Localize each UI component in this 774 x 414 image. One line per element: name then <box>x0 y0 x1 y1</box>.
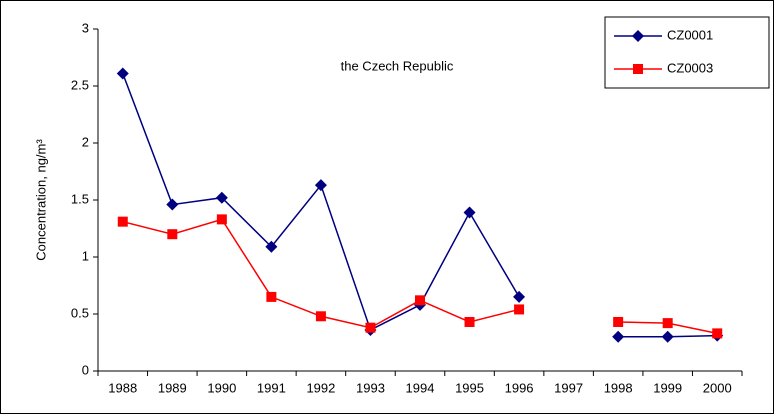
data-point <box>661 330 674 343</box>
data-point <box>463 206 476 219</box>
y-tick-label: 0 <box>82 362 89 377</box>
y-tick-label: 1 <box>82 248 89 263</box>
data-point <box>365 322 376 333</box>
legend-marker <box>633 64 643 74</box>
x-tick-label: 1993 <box>356 380 385 395</box>
legend-label: CZ0001 <box>667 27 713 42</box>
x-tick-label: 1996 <box>505 380 534 395</box>
y-tick-label: 2 <box>82 134 89 149</box>
legend-marker <box>632 30 644 42</box>
legend-box <box>604 16 770 89</box>
data-point <box>314 179 327 192</box>
data-point <box>117 216 128 227</box>
x-tick-label: 1989 <box>158 380 187 395</box>
y-axis-label: Concentration, ng/m³ <box>33 139 48 261</box>
data-point <box>514 304 525 315</box>
x-tick-label: 1999 <box>653 380 682 395</box>
data-point <box>613 316 624 327</box>
y-tick-label: 0.5 <box>71 305 89 320</box>
data-point <box>166 198 179 211</box>
legend-label: CZ0003 <box>667 60 713 75</box>
x-tick-label: 1991 <box>257 380 286 395</box>
data-point <box>513 290 526 303</box>
x-tick-label: 2000 <box>703 380 732 395</box>
y-tick-label: 2.5 <box>71 77 89 92</box>
data-point <box>215 191 228 204</box>
y-tick-label: 1.5 <box>71 191 89 206</box>
x-tick-label: 1998 <box>604 380 633 395</box>
x-tick-label: 1988 <box>108 380 137 395</box>
chart-title: the Czech Republic <box>341 58 454 73</box>
data-point <box>662 318 673 329</box>
data-point <box>167 229 178 240</box>
data-point <box>315 311 326 322</box>
data-point <box>265 240 278 253</box>
data-point <box>612 330 625 343</box>
x-tick-label: 1990 <box>207 380 236 395</box>
x-tick-label: 1994 <box>406 380 435 395</box>
data-point <box>464 316 475 327</box>
data-point <box>415 295 425 306</box>
data-point <box>216 214 227 225</box>
x-tick-label: 1995 <box>455 380 484 395</box>
data-point <box>266 291 277 302</box>
x-tick-label: 1997 <box>554 380 583 395</box>
y-tick-label: 3 <box>82 20 89 35</box>
data-point <box>116 67 129 80</box>
x-tick-label: 1992 <box>306 380 335 395</box>
data-point <box>712 328 723 339</box>
